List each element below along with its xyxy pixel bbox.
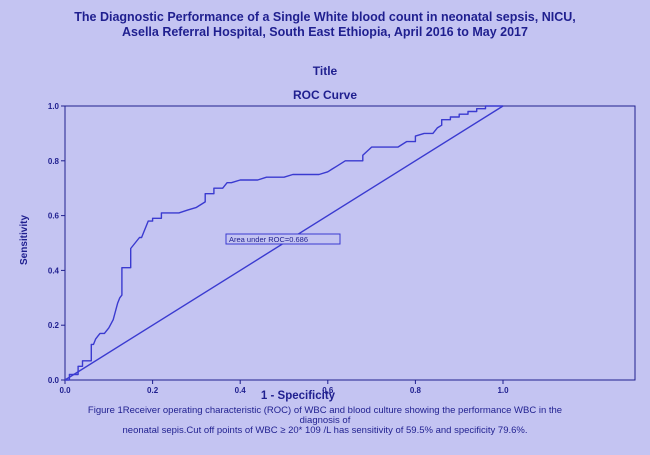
chart-ticks: 0.0 0.2 0.4 0.6 0.8 1.0 0.0 0.2 0.4 0.6 0.8 1.0 <box>48 102 509 395</box>
chart-title: ROC Curve <box>292 88 357 102</box>
y-tick-label: 0.8 <box>48 157 60 166</box>
plot-frame <box>64 105 636 381</box>
x-tick-label: 0.6 <box>322 386 334 395</box>
roc-curve-line <box>65 105 503 381</box>
caption-line3: neonatal sepis.Cut off points of WBC ≥ 2… <box>122 425 528 436</box>
figure-title: The Diagnostic Performance of a Single W… <box>0 10 650 40</box>
annotation-box <box>225 233 341 245</box>
caption-line1: Figure 1Receiver operating characteristi… <box>87 405 563 416</box>
y-tick-label: 1.0 <box>48 102 60 111</box>
figure-title-line2: Asella Referral Hospital, South East Eth… <box>122 25 528 39</box>
y-tick-label: 0.6 <box>48 212 60 221</box>
y-tick-label: 0.2 <box>48 321 60 330</box>
auc-annotation: Area under ROC=0.686 <box>229 235 308 244</box>
y-tick-label: 0.0 <box>48 376 60 385</box>
block-title: Title <box>312 64 338 78</box>
y-tick-label: 0.4 <box>48 266 60 275</box>
x-tick-label: 0.8 <box>410 386 422 395</box>
x-axis-label: 1 - Specificity <box>261 390 336 402</box>
y-axis-label: Sensitivity <box>19 215 30 265</box>
x-tick-label: 0.4 <box>235 386 247 395</box>
caption-line2: diagnosis of <box>299 415 351 426</box>
x-tick-label: 1.0 <box>497 386 509 395</box>
chart-axes <box>64 105 636 381</box>
x-tick-label: 0.2 <box>147 386 159 395</box>
figure-title-line1: The Diagnostic Performance of a Single W… <box>74 10 576 24</box>
x-tick-label: 0.0 <box>59 386 71 395</box>
